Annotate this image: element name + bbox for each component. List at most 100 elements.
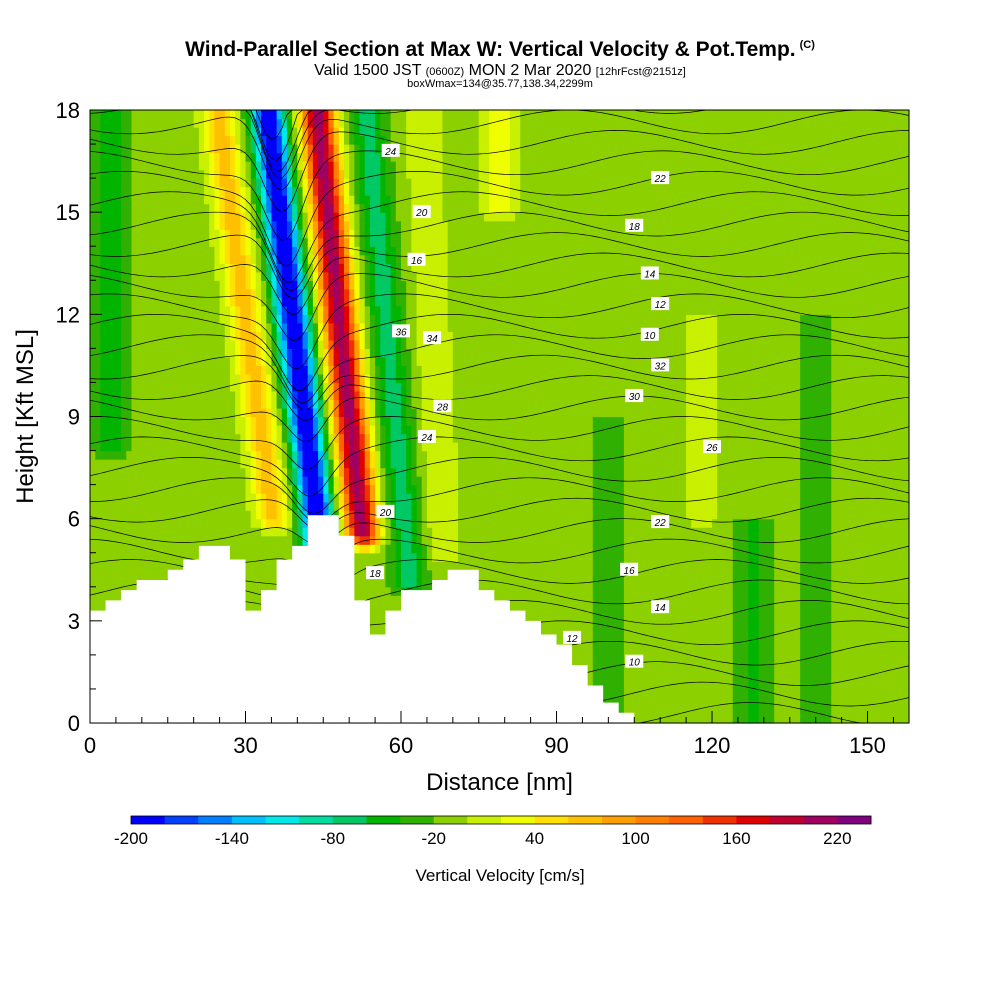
velocity-cell bbox=[219, 263, 226, 273]
velocity-cell bbox=[250, 127, 257, 137]
velocity-cell bbox=[432, 212, 438, 222]
velocity-cell bbox=[198, 356, 205, 367]
velocity-cell bbox=[167, 280, 174, 290]
velocity-cell bbox=[183, 280, 190, 290]
velocity-cell bbox=[126, 263, 133, 273]
velocity-cell bbox=[364, 501, 371, 511]
velocity-cell bbox=[204, 484, 210, 494]
velocity-cell bbox=[390, 459, 397, 469]
velocity-cell bbox=[121, 314, 127, 324]
velocity-cell bbox=[286, 212, 293, 222]
velocity-cell bbox=[90, 407, 96, 418]
velocity-cell bbox=[307, 425, 314, 435]
velocity-cell bbox=[178, 229, 184, 239]
velocity-cell bbox=[426, 373, 433, 384]
velocity-cell bbox=[437, 518, 444, 528]
velocity-cell bbox=[302, 280, 309, 290]
velocity-cell bbox=[245, 152, 252, 162]
velocity-cell bbox=[437, 135, 444, 145]
velocity-cell bbox=[219, 450, 226, 460]
velocity-cell bbox=[193, 195, 200, 205]
velocity-cell bbox=[312, 203, 319, 213]
velocity-cell bbox=[250, 467, 257, 477]
velocity-cell bbox=[214, 118, 221, 128]
velocity-cell bbox=[369, 161, 376, 171]
velocity-cell bbox=[183, 212, 190, 222]
velocity-cell bbox=[90, 442, 96, 452]
velocity-cell bbox=[437, 263, 444, 273]
velocity-cell bbox=[395, 254, 402, 264]
velocity-cell bbox=[178, 484, 184, 494]
velocity-cell bbox=[90, 220, 96, 230]
velocity-cell bbox=[307, 365, 314, 375]
velocity-cell bbox=[364, 144, 371, 154]
velocity-cell bbox=[364, 552, 371, 562]
velocity-cell bbox=[390, 373, 397, 384]
velocity-cell bbox=[183, 518, 190, 528]
velocity-cell bbox=[188, 161, 195, 171]
velocity-cell bbox=[193, 271, 200, 281]
velocity-cell bbox=[307, 510, 314, 520]
velocity-cell bbox=[214, 365, 221, 375]
velocity-cell bbox=[318, 476, 324, 486]
velocity-cell bbox=[255, 433, 262, 443]
velocity-cell bbox=[426, 263, 433, 273]
velocity-cell bbox=[323, 246, 330, 256]
velocity-cell bbox=[131, 569, 138, 579]
velocity-cell bbox=[349, 305, 355, 315]
velocity-cell bbox=[193, 220, 200, 230]
velocity-cell bbox=[131, 467, 138, 477]
velocity-cell bbox=[95, 416, 101, 426]
velocity-cell bbox=[416, 501, 423, 511]
velocity-cell bbox=[126, 450, 133, 460]
velocity-cell bbox=[172, 399, 179, 409]
velocity-cell bbox=[90, 433, 96, 443]
velocity-cell bbox=[349, 399, 355, 409]
velocity-cell bbox=[276, 322, 283, 332]
velocity-cell bbox=[105, 450, 112, 460]
velocity-cell bbox=[250, 578, 257, 588]
velocity-cell bbox=[126, 569, 133, 579]
velocity-cell bbox=[292, 314, 298, 324]
velocity-cell bbox=[110, 467, 117, 477]
velocity-cell bbox=[266, 535, 273, 545]
velocity-cell bbox=[255, 254, 262, 264]
velocity-cell bbox=[147, 254, 153, 264]
velocity-cell bbox=[255, 510, 262, 520]
velocity-cell bbox=[126, 220, 133, 230]
velocity-cell bbox=[178, 263, 184, 273]
velocity-cell bbox=[432, 135, 438, 145]
velocity-cell bbox=[100, 305, 107, 315]
velocity-cell bbox=[333, 484, 340, 494]
velocity-cell bbox=[390, 212, 397, 222]
velocity-cell bbox=[442, 569, 449, 579]
velocity-cell bbox=[110, 169, 117, 179]
velocity-cell bbox=[276, 220, 283, 230]
velocity-cell bbox=[115, 271, 122, 281]
velocity-cell bbox=[105, 254, 112, 264]
velocity-cell bbox=[307, 314, 314, 324]
velocity-cell bbox=[95, 280, 101, 290]
velocity-cell bbox=[183, 501, 190, 511]
velocity-cell bbox=[375, 271, 381, 281]
velocity-cell bbox=[312, 178, 319, 188]
velocity-cell bbox=[219, 322, 226, 332]
velocity-cell bbox=[380, 297, 387, 307]
velocity-cell bbox=[162, 305, 169, 315]
velocity-cell bbox=[209, 135, 216, 145]
velocity-cell bbox=[266, 280, 273, 290]
velocity-cell bbox=[276, 314, 283, 324]
velocity-cell bbox=[421, 135, 428, 145]
velocity-cell bbox=[416, 314, 423, 324]
velocity-cell bbox=[172, 322, 179, 332]
velocity-cell bbox=[364, 433, 371, 443]
velocity-cell bbox=[188, 135, 195, 145]
velocity-cell bbox=[90, 390, 96, 401]
velocity-cell bbox=[121, 322, 127, 332]
velocity-cell bbox=[245, 339, 252, 349]
velocity-cell bbox=[255, 603, 262, 613]
velocity-cell bbox=[90, 450, 96, 460]
velocity-cell bbox=[406, 476, 412, 486]
velocity-cell bbox=[147, 161, 153, 171]
velocity-cell bbox=[204, 407, 210, 418]
